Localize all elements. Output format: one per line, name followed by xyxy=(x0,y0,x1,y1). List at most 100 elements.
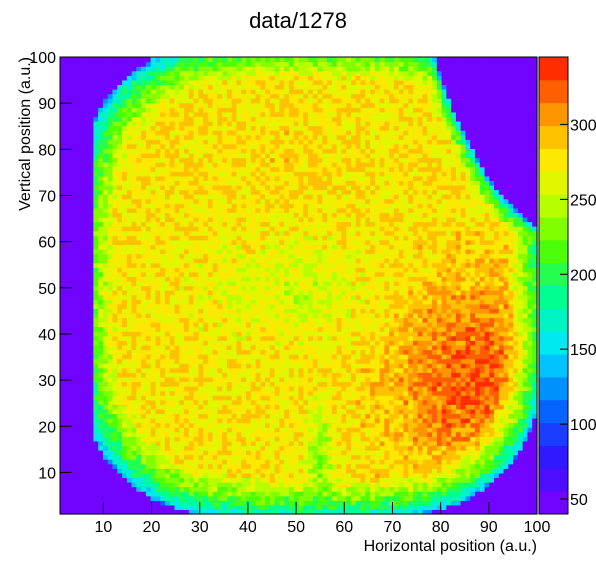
heatmap-cell xyxy=(260,354,266,360)
heatmap-cell xyxy=(226,57,233,63)
heatmap-cell xyxy=(88,468,94,474)
heatmap-cell xyxy=(69,203,75,209)
heatmap-cell xyxy=(93,258,99,264)
heatmap-cell xyxy=(83,312,90,319)
heatmap-cell xyxy=(155,262,161,268)
heatmap-cell xyxy=(145,221,152,227)
heatmap-cell xyxy=(107,120,114,127)
heatmap-cell xyxy=(226,276,233,282)
heatmap-cell xyxy=(293,344,300,351)
heatmap-cell xyxy=(88,244,94,250)
heatmap-cell xyxy=(217,152,223,159)
heatmap-cell xyxy=(69,143,75,149)
heatmap-cell xyxy=(288,413,295,419)
heatmap-cell xyxy=(112,166,118,172)
heatmap-cell xyxy=(98,262,104,268)
heatmap-cell xyxy=(112,230,118,236)
heatmap-cell xyxy=(226,221,233,227)
heatmap-cell xyxy=(60,491,66,497)
heatmap-cell xyxy=(122,61,128,67)
heatmap-cell xyxy=(164,504,171,511)
heatmap-cell xyxy=(226,440,233,447)
heatmap-cell xyxy=(131,75,137,81)
heatmap-cell xyxy=(250,57,257,63)
heatmap-cell xyxy=(69,299,75,305)
heatmap-cell xyxy=(288,171,295,177)
heatmap-cell xyxy=(122,486,128,492)
heatmap-cell xyxy=(112,468,118,474)
heatmap-cell xyxy=(112,376,118,383)
heatmap-cell xyxy=(141,404,147,410)
heatmap-cell xyxy=(79,482,85,488)
heatmap-cell xyxy=(88,317,94,323)
heatmap-cell xyxy=(284,262,290,268)
heatmap-cell xyxy=(93,436,99,442)
heatmap-cell xyxy=(141,454,147,460)
heatmap-cell xyxy=(198,271,204,277)
heatmap-cell xyxy=(122,358,128,364)
heatmap-cell xyxy=(236,166,242,172)
heatmap-cell xyxy=(88,395,94,401)
heatmap-cell xyxy=(60,271,66,277)
heatmap-cell xyxy=(117,431,123,437)
heatmap-cell xyxy=(126,381,133,387)
heatmap-cell xyxy=(150,390,156,396)
heatmap-cell xyxy=(293,107,300,113)
heatmap-cell xyxy=(83,148,90,154)
heatmap-cell xyxy=(174,84,180,90)
heatmap-cell xyxy=(88,130,94,136)
heatmap-cell xyxy=(160,98,166,104)
heatmap-cell xyxy=(107,253,114,259)
heatmap-cell xyxy=(164,61,171,67)
heatmap-cell xyxy=(250,258,257,264)
heatmap-cell xyxy=(284,184,290,191)
heatmap-cell xyxy=(88,152,94,159)
heatmap-cell xyxy=(179,84,185,90)
heatmap-cell xyxy=(236,143,242,149)
heatmap-cell xyxy=(179,303,185,309)
heatmap-cell xyxy=(284,84,290,90)
heatmap-cell xyxy=(74,280,80,287)
heatmap-cell xyxy=(145,285,152,291)
heatmap-cell xyxy=(288,290,295,296)
heatmap-cell xyxy=(250,422,257,428)
heatmap-cell xyxy=(241,198,247,204)
heatmap-cell xyxy=(241,194,247,200)
heatmap-cell xyxy=(274,157,281,163)
heatmap-cell xyxy=(164,317,171,323)
heatmap-cell xyxy=(64,399,71,405)
heatmap-cell xyxy=(255,280,261,287)
heatmap-cell xyxy=(293,477,300,483)
heatmap-cell xyxy=(102,253,109,259)
heatmap-cell xyxy=(207,445,214,451)
heatmap-cell xyxy=(207,367,214,373)
heatmap-cell xyxy=(141,280,147,287)
heatmap-cell xyxy=(126,331,133,337)
heatmap-cell xyxy=(169,139,176,145)
heatmap-cell xyxy=(198,331,204,337)
heatmap-cell xyxy=(164,376,171,383)
heatmap-cell xyxy=(203,386,209,392)
heatmap-cell xyxy=(64,404,71,410)
heatmap-cell xyxy=(145,367,152,373)
heatmap-cell xyxy=(293,271,300,277)
heatmap-cell xyxy=(88,363,94,369)
heatmap-cell xyxy=(93,459,99,465)
heatmap-cell xyxy=(184,125,190,131)
heatmap-cell xyxy=(231,130,238,136)
heatmap-cell xyxy=(198,239,204,245)
heatmap-cell xyxy=(83,207,90,213)
heatmap-cell xyxy=(217,381,223,387)
heatmap-cell xyxy=(198,349,204,355)
heatmap-cell xyxy=(64,294,71,300)
heatmap-cell xyxy=(174,116,180,122)
heatmap-cell xyxy=(250,358,257,364)
heatmap-cell xyxy=(107,376,114,383)
heatmap-cell xyxy=(74,116,80,122)
heatmap-cell xyxy=(217,239,223,245)
heatmap-cell xyxy=(155,322,161,328)
heatmap-cell xyxy=(255,130,261,136)
heatmap-cell xyxy=(145,322,152,328)
heatmap-cell xyxy=(269,194,276,200)
heatmap-cell xyxy=(274,198,281,204)
